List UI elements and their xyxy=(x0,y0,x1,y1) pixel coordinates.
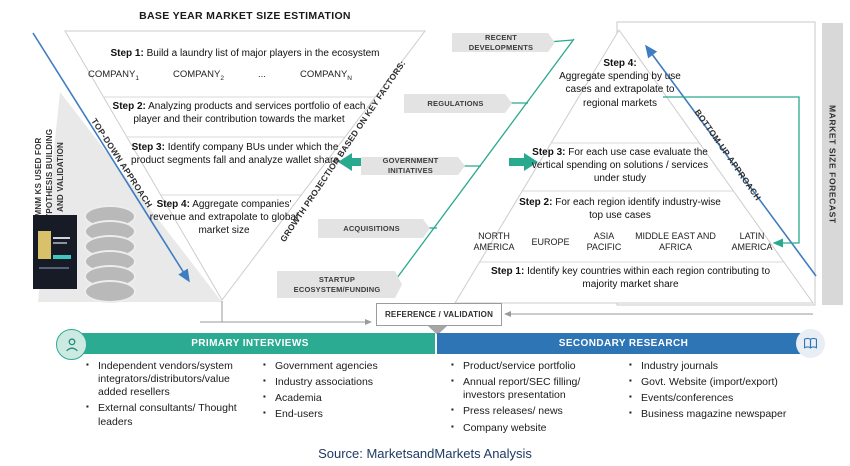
thumbnail-text-line xyxy=(39,267,69,269)
right-step-1-label: Step 1: xyxy=(490,266,525,277)
primary-interviews-title: PRIMARY INTERVIEWS xyxy=(191,338,309,349)
right-step-4: Step 4: Aggregate spending by use cases … xyxy=(550,57,690,110)
company-list-row: COMPANY1 COMPANY2 ... COMPANYN xyxy=(88,69,352,82)
secondary-research-title: SECONDARY RESEARCH xyxy=(558,338,689,349)
factor-arrow-left-icon xyxy=(338,153,367,171)
list-item: Industry associations xyxy=(262,376,417,389)
company-item: COMPANY2 xyxy=(173,69,224,82)
left-step-1-label: Step 1: xyxy=(110,48,144,59)
factor-banner-government-initiatives: GOVERNMENT INITIATIVES xyxy=(361,157,465,175)
left-step-2-text: Analyzing products and services portfoli… xyxy=(133,101,366,126)
primary-interviews-list-1: Independent vendors/system integrators/d… xyxy=(85,360,243,432)
left-step-3: Step 3: Identify company BUs under which… xyxy=(125,141,345,167)
factor-arrow-right-icon xyxy=(509,153,538,171)
regional-extrapolation-line xyxy=(663,96,800,248)
factors-diagonal-line xyxy=(390,38,575,287)
company-item: COMPANY1 xyxy=(88,69,139,82)
list-item: Govt. Website (import/export) xyxy=(628,376,808,389)
left-step-3-text: Identify company BUs under which the pro… xyxy=(131,142,339,167)
page-title: BASE YEAR MARKET SIZE ESTIMATION xyxy=(139,10,351,22)
region-europe: EUROPE xyxy=(531,236,570,247)
region-latin-america: LATIN AMERICA xyxy=(731,231,773,252)
factor-banner-startup-ecosystem: STARTUP ECOSYSTEM/FUNDING xyxy=(277,271,402,298)
thumbnail-chart-block xyxy=(38,231,51,259)
book-icon xyxy=(796,329,825,358)
factor-banner-recent-developments: RECENT DEVELOPMENTS xyxy=(452,33,555,52)
right-step-1: Step 1: Identify key countries within ea… xyxy=(478,265,783,291)
region-asia-pacific: ASIA PACIFIC xyxy=(586,231,622,252)
list-item: Product/service portfolio xyxy=(450,360,618,373)
secondary-research-list-1: Product/service portfolio Annual report/… xyxy=(450,360,618,438)
right-step-1-text: Identify key countries within each regio… xyxy=(527,266,771,291)
database-disc xyxy=(84,280,136,303)
thumbnail-text-line xyxy=(53,242,67,244)
right-step-3-label: Step 3: xyxy=(532,147,566,158)
regions-row: NORTH AMERICA EUROPE ASIA PACIFIC MIDDLE… xyxy=(468,229,780,255)
list-item: Press releases/ news xyxy=(450,405,618,418)
list-item: End-users xyxy=(262,408,417,421)
mnm-ks-thumbnail-image xyxy=(33,215,77,289)
person-icon-glyph xyxy=(65,337,78,351)
right-step-3: Step 3: For each use case evaluate the v… xyxy=(518,146,722,186)
secondary-research-list-2: Industry journals Govt. Website (import/… xyxy=(628,360,808,425)
list-item: Independent vendors/system integrators/d… xyxy=(85,360,243,399)
left-step-2: Step 2: Analyzing products and services … xyxy=(108,100,370,126)
market-size-forecast-label: MARKET SIZE FORECAST xyxy=(827,104,838,224)
list-item: Industry journals xyxy=(628,360,808,373)
primary-interviews-bar: PRIMARY INTERVIEWS xyxy=(65,333,435,354)
forecast-triangle xyxy=(454,29,814,304)
secondary-research-bar: SECONDARY RESEARCH xyxy=(437,333,810,354)
bottom-up-arrow xyxy=(645,44,817,277)
reference-validation-box: REFERENCE / VALIDATION xyxy=(376,303,502,326)
left-step-2-label: Step 2: xyxy=(112,101,146,112)
list-item: Annual report/SEC filling/ investors pre… xyxy=(450,376,618,402)
list-item: Academia xyxy=(262,392,417,405)
right-step-2: Step 2: For each region identify industr… xyxy=(518,196,722,222)
left-step-1: Step 1: Build a laundry list of major pl… xyxy=(95,47,395,60)
left-step-3-label: Step 3: xyxy=(131,142,165,153)
right-step-4-text: Aggregate spending by use cases and extr… xyxy=(559,71,681,109)
list-item: Company website xyxy=(450,422,618,435)
list-item: Government agencies xyxy=(262,360,417,373)
thumbnail-text-line xyxy=(53,237,70,239)
primary-interviews-list-2: Government agencies Industry association… xyxy=(262,360,417,425)
base-year-triangle xyxy=(64,30,427,301)
list-item: External consultants/ Thought leaders xyxy=(85,402,243,428)
factor-banner-acquisitions: ACQUISITIONS xyxy=(318,219,430,238)
right-step-2-label: Step 2: xyxy=(519,197,553,208)
source-attribution: Source: MarketsandMarkets Analysis xyxy=(318,446,532,461)
reference-down-arrow-icon xyxy=(428,326,447,335)
right-step-4-label: Step 4: xyxy=(603,58,637,69)
region-middle-east-africa: MIDDLE EAST AND AFRICA xyxy=(635,231,716,252)
list-item: Business magazine newspaper xyxy=(628,408,808,421)
right-step-3-text: For each use case evaluate the vertical … xyxy=(531,147,709,185)
right-step-2-text: For each region identify industry-wise t… xyxy=(555,197,721,222)
left-step-4-text: Aggregate companies' revenue and extrapo… xyxy=(149,199,299,237)
person-icon xyxy=(56,329,87,360)
book-icon-glyph xyxy=(803,337,818,349)
market-size-forecast-bar: MARKET SIZE FORECAST xyxy=(822,23,843,305)
company-item: COMPANYN xyxy=(299,69,352,82)
top-down-arrow xyxy=(32,32,190,283)
list-item: Events/conferences xyxy=(628,392,808,405)
left-step-4-label: Step 4: xyxy=(156,199,190,210)
left-step-1-text: Build a laundry list of major players in… xyxy=(146,48,380,59)
factor-banner-regulations: REGULATIONS xyxy=(404,94,512,113)
left-step-4: Step 4: Aggregate companies' revenue and… xyxy=(149,198,299,238)
region-north-america: NORTH AMERICA xyxy=(473,231,515,252)
thumbnail-accent-line xyxy=(53,255,71,259)
company-item: ... xyxy=(258,69,266,80)
